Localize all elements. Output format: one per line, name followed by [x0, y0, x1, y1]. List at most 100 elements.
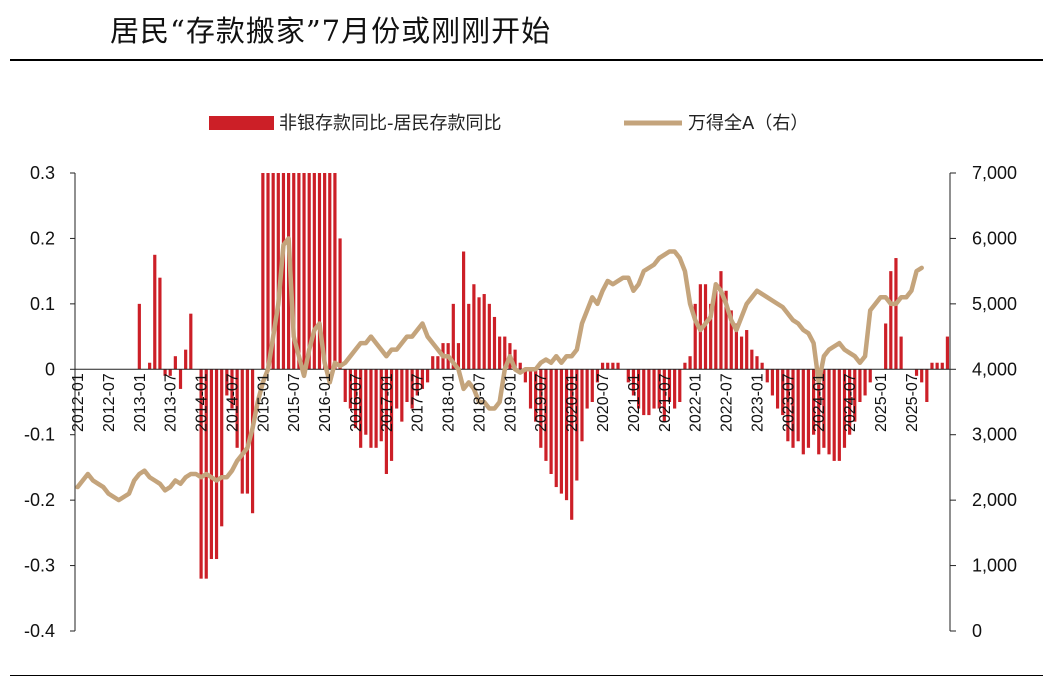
bar: [657, 369, 661, 409]
bar: [189, 313, 193, 370]
bar: [148, 362, 152, 370]
bar: [384, 369, 388, 474]
bar: [328, 173, 332, 370]
bar: [467, 303, 471, 370]
right-tick-label: 4,000: [972, 359, 1017, 379]
bar: [158, 277, 162, 370]
bar: [312, 173, 316, 370]
left-tick-label: 0.3: [30, 163, 55, 183]
bar: [714, 290, 718, 370]
bar: [549, 369, 553, 474]
x-tick-label: 2025-01: [873, 373, 890, 432]
bar: [225, 369, 229, 396]
x-tick-label: 2014-01: [194, 373, 211, 432]
bar: [389, 369, 394, 461]
bar: [153, 254, 157, 370]
bar: [683, 362, 687, 370]
bar: [364, 369, 368, 435]
bar: [616, 362, 620, 370]
line-path: [75, 236, 924, 503]
bar: [600, 362, 605, 370]
bar: [817, 369, 821, 455]
bar: [534, 369, 538, 422]
bar: [858, 369, 862, 402]
bar: [374, 369, 378, 448]
legend-bar-swatch: [209, 116, 274, 130]
bar: [353, 369, 358, 429]
x-tick-label: 2013-07: [163, 373, 180, 432]
top-divider: [10, 59, 1043, 61]
bar: [292, 173, 296, 370]
bar: [302, 173, 306, 370]
bar: [400, 369, 404, 422]
bar: [472, 284, 476, 370]
bar: [822, 369, 826, 448]
x-tick-label: 2022-01: [688, 373, 705, 432]
x-tick-label: 2017-01: [379, 373, 396, 432]
bar: [842, 369, 847, 448]
bar: [369, 369, 373, 448]
left-tick-label: -0.3: [24, 556, 55, 576]
right-tick-label: 6,000: [972, 228, 1017, 248]
bar: [678, 369, 682, 402]
bar: [410, 369, 414, 409]
bar: [539, 369, 543, 448]
bar: [420, 369, 425, 389]
bar: [451, 303, 455, 370]
bar: [889, 271, 893, 370]
bar: [786, 369, 790, 442]
x-tick-label: 2024-07: [842, 373, 859, 432]
bar: [827, 369, 831, 455]
bar: [163, 369, 167, 376]
bar: [796, 369, 800, 442]
bar: [431, 356, 435, 370]
left-axis: 0.3 0.2 0.1 0 -0.1 -0.2 -0.3 -0.4: [24, 163, 76, 641]
page-title: 居民“存款搬家”7月份或刚刚开始: [110, 14, 552, 48]
bar: [920, 369, 924, 383]
bar: [436, 356, 440, 370]
bar: [492, 316, 497, 370]
bar: [940, 362, 944, 370]
x-tick-label: 2023-01: [749, 373, 766, 432]
bar: [240, 369, 244, 494]
line-series: [75, 236, 924, 503]
bar: [719, 271, 723, 370]
bar: [333, 173, 337, 370]
bar: [425, 369, 430, 383]
bar: [662, 369, 666, 422]
bar: [775, 369, 780, 409]
x-tick-label: 2018-07: [471, 373, 488, 432]
bar: [178, 369, 183, 389]
bar: [729, 310, 733, 370]
bar: [184, 349, 188, 370]
bar: [580, 369, 584, 442]
x-tick-label: 2021-07: [657, 373, 674, 432]
bar: [564, 369, 569, 501]
bar: [642, 369, 646, 416]
bar: [462, 251, 466, 370]
bar: [220, 369, 224, 527]
right-tick-label: 1,000: [972, 556, 1017, 576]
bar: [544, 369, 548, 461]
bar: [899, 336, 903, 370]
bar: [755, 356, 759, 370]
x-tick-label: 2013-01: [132, 373, 149, 432]
x-tick-label: 2015-07: [286, 373, 303, 432]
bar: [518, 362, 522, 370]
x-tick-label: 2023-07: [780, 373, 797, 432]
right-tick-label: 0: [972, 621, 982, 641]
left-tick-label: -0.1: [24, 425, 55, 445]
bar: [235, 369, 239, 448]
bar: [338, 238, 342, 370]
bar: [528, 369, 533, 409]
left-tick-label: -0.2: [24, 490, 55, 510]
bar: [477, 297, 481, 370]
bar: [266, 173, 270, 370]
right-axis: 7,000 6,000 5,000 4,000 3,000 2,000 1,000 0: [949, 163, 1017, 641]
x-tick-label: 2025-07: [904, 373, 921, 432]
bar: [348, 369, 352, 409]
bar: [693, 303, 697, 370]
bar: [281, 173, 286, 370]
bar: [590, 369, 594, 402]
